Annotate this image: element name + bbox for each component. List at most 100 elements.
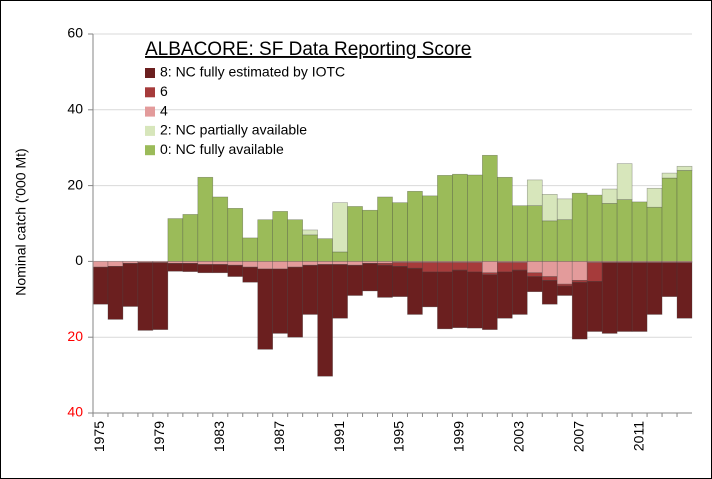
x-tick-label: 2007 <box>570 421 586 452</box>
x-tick-label: 1995 <box>391 421 407 452</box>
legend-swatch <box>145 87 155 98</box>
bar-segment <box>287 266 303 338</box>
bar-segment <box>556 261 573 285</box>
bar-segment <box>242 266 259 283</box>
bar-segment <box>407 262 423 269</box>
legend-label: 6 <box>160 83 168 99</box>
y-tick-label: 0 <box>75 252 83 268</box>
bar-segment <box>631 201 648 262</box>
bar-segment <box>676 262 693 319</box>
bar-segment <box>497 271 513 319</box>
bar-segment <box>377 196 393 262</box>
bar-segment <box>422 262 438 273</box>
bar-segment <box>317 264 333 377</box>
bar-segment <box>197 176 214 262</box>
bar-segment <box>646 206 663 262</box>
bar-segment <box>497 176 513 262</box>
y-tick-label: 20 <box>67 328 83 344</box>
bar-segment <box>661 172 678 179</box>
bar-segment <box>452 173 468 262</box>
bar-segment <box>646 187 663 208</box>
legend-label: 8: NC fully estimated by IOTC <box>160 64 345 80</box>
bar-segment <box>227 261 244 266</box>
legend-label: 4 <box>160 102 168 118</box>
bar-segment <box>631 262 648 332</box>
bar-segment <box>92 266 109 305</box>
bar-segment <box>257 219 274 262</box>
y-tick-label: 20 <box>67 176 83 192</box>
bar-segment <box>287 219 303 262</box>
bar-segment <box>541 280 558 305</box>
legend-label: 0: NC fully available <box>160 141 284 157</box>
bar-segment <box>242 237 259 262</box>
legend-swatch <box>145 145 155 156</box>
bar-segment <box>182 262 199 272</box>
bar-segment <box>182 214 199 262</box>
bar-segment <box>347 261 363 266</box>
x-tick-label: 2011 <box>630 421 646 451</box>
bar-segment <box>317 238 333 262</box>
bar-segment <box>272 211 288 262</box>
bar-segment <box>437 175 453 262</box>
bar-segment <box>556 285 573 296</box>
bar-segment <box>392 262 408 267</box>
bar-segment <box>242 261 259 268</box>
legend-label: 2: NC partially available <box>160 122 307 138</box>
bar-segment <box>601 262 618 334</box>
bar-segment <box>92 261 109 268</box>
bar-segment <box>167 262 184 272</box>
bar-segment <box>467 271 483 329</box>
bar-segment <box>212 196 229 262</box>
bar-segment <box>452 262 468 271</box>
bar-segment <box>152 262 169 330</box>
bar-segment <box>437 262 453 273</box>
bar-segment <box>511 269 528 315</box>
x-tick-label: 1979 <box>151 421 167 452</box>
bar-segment <box>392 266 408 297</box>
bar-segment <box>197 264 214 274</box>
bar-segment <box>571 261 588 281</box>
bar-segment <box>511 262 528 271</box>
bar-segment <box>437 271 453 330</box>
bar-segment <box>586 281 603 332</box>
legend-swatch <box>145 68 155 78</box>
x-tick-label: 1999 <box>451 421 467 452</box>
bar-segment <box>586 194 603 262</box>
bar-segment <box>541 194 558 222</box>
bar-segment <box>332 251 348 262</box>
bar-segment <box>616 163 633 200</box>
bar-segment <box>526 261 543 274</box>
bar-segment <box>257 268 274 350</box>
bar-segment <box>601 188 618 204</box>
bar-segment <box>107 261 124 267</box>
bar-segment <box>586 262 603 282</box>
bar-segment <box>601 203 618 262</box>
bar-segment <box>422 195 438 262</box>
bar-segment <box>467 174 483 262</box>
bar-segment <box>616 262 633 332</box>
bar-segment <box>511 205 528 262</box>
bar-segment <box>452 269 468 329</box>
bar-segment <box>616 199 633 262</box>
bar-segment <box>482 154 498 262</box>
bar-segment <box>526 276 543 293</box>
bar-segment <box>482 274 498 330</box>
bar-segment <box>482 261 498 274</box>
bar-segment <box>407 267 423 315</box>
bar-segment <box>332 264 348 319</box>
y-tick-label: 40 <box>67 101 83 117</box>
bar-segment <box>272 268 288 334</box>
bar-segment <box>302 264 318 315</box>
bar-segment <box>332 202 348 253</box>
bar-segment <box>526 205 543 262</box>
bar-segment <box>661 262 678 297</box>
bar-segment <box>317 261 333 265</box>
x-tick-label: 1987 <box>271 421 287 452</box>
bar-segment <box>526 179 543 206</box>
bar-segment <box>556 219 573 262</box>
y-tick-label: 40 <box>67 404 83 420</box>
y-axis-label: Nominal catch ('000 Mt) <box>13 148 29 295</box>
bar-segment <box>167 218 184 262</box>
bar-segment <box>407 190 423 262</box>
